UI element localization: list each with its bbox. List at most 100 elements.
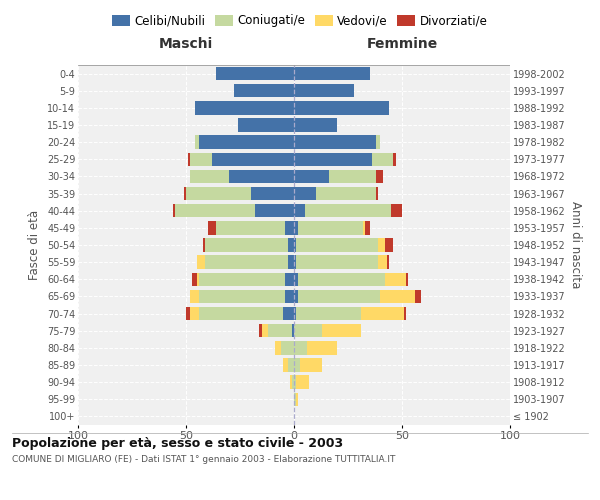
Bar	[294, 290, 298, 303]
Bar	[380, 290, 415, 303]
Bar	[186, 187, 251, 200]
Bar	[199, 136, 294, 149]
Bar	[208, 221, 216, 234]
Bar	[294, 84, 355, 98]
Bar	[190, 307, 199, 320]
Bar	[294, 221, 298, 234]
Bar	[203, 238, 205, 252]
Bar	[298, 221, 363, 234]
Bar	[290, 376, 292, 389]
Bar	[294, 238, 296, 252]
Bar	[294, 118, 337, 132]
Bar	[316, 187, 376, 200]
Bar	[190, 290, 199, 303]
Bar	[292, 324, 294, 338]
Bar	[268, 324, 292, 338]
Bar	[194, 136, 199, 149]
Bar	[294, 307, 296, 320]
Bar	[387, 256, 389, 269]
Bar	[294, 341, 307, 354]
Bar	[298, 290, 380, 303]
Bar	[294, 272, 298, 286]
Bar	[255, 204, 294, 218]
Bar	[406, 272, 409, 286]
Bar	[294, 187, 316, 200]
Bar	[286, 272, 294, 286]
Bar	[190, 170, 229, 183]
Bar	[294, 136, 376, 149]
Bar	[415, 290, 421, 303]
Bar	[294, 256, 296, 269]
Bar	[296, 307, 361, 320]
Bar	[296, 256, 378, 269]
Bar	[275, 341, 281, 354]
Bar	[205, 238, 287, 252]
Y-axis label: Fasce di età: Fasce di età	[28, 210, 41, 280]
Bar	[376, 187, 378, 200]
Bar	[301, 358, 322, 372]
Bar	[233, 84, 294, 98]
Bar	[365, 221, 370, 234]
Bar	[394, 152, 395, 166]
Bar	[287, 238, 294, 252]
Bar	[307, 341, 337, 354]
Bar	[296, 238, 378, 252]
Bar	[376, 136, 380, 149]
Bar	[361, 307, 404, 320]
Text: Popolazione per età, sesso e stato civile - 2003: Popolazione per età, sesso e stato civil…	[12, 438, 343, 450]
Bar	[385, 272, 406, 286]
Bar	[197, 256, 205, 269]
Bar	[372, 152, 394, 166]
Bar	[391, 204, 402, 218]
Bar	[378, 238, 385, 252]
Bar	[294, 376, 296, 389]
Bar	[259, 324, 262, 338]
Bar	[190, 152, 212, 166]
Bar	[322, 324, 361, 338]
Bar	[173, 204, 175, 218]
Y-axis label: Anni di nascita: Anni di nascita	[569, 202, 583, 288]
Bar	[286, 221, 294, 234]
Bar	[216, 67, 294, 80]
Bar	[305, 204, 391, 218]
Text: Femmine: Femmine	[367, 38, 437, 52]
Bar	[294, 101, 389, 114]
Bar	[281, 341, 294, 354]
Bar	[238, 118, 294, 132]
Bar	[296, 376, 309, 389]
Bar	[294, 170, 329, 183]
Bar	[329, 170, 376, 183]
Bar	[229, 170, 294, 183]
Bar	[378, 256, 387, 269]
Bar	[287, 256, 294, 269]
Bar	[286, 290, 294, 303]
Bar	[216, 221, 286, 234]
Bar	[251, 187, 294, 200]
Bar	[188, 152, 190, 166]
Bar	[294, 204, 305, 218]
Bar	[385, 238, 394, 252]
Bar	[194, 101, 294, 114]
Bar	[363, 221, 365, 234]
Bar	[199, 272, 286, 286]
Legend: Celibi/Nubili, Coniugati/e, Vedovi/e, Divorziati/e: Celibi/Nubili, Coniugati/e, Vedovi/e, Di…	[109, 11, 491, 31]
Bar	[294, 67, 370, 80]
Bar	[283, 358, 287, 372]
Bar	[376, 170, 383, 183]
Bar	[197, 272, 199, 286]
Bar	[294, 358, 301, 372]
Bar	[193, 272, 197, 286]
Bar	[186, 307, 190, 320]
Bar	[199, 290, 286, 303]
Bar	[294, 392, 296, 406]
Text: COMUNE DI MIGLIARO (FE) - Dati ISTAT 1° gennaio 2003 - Elaborazione TUTTITALIA.I: COMUNE DI MIGLIARO (FE) - Dati ISTAT 1° …	[12, 455, 395, 464]
Bar	[212, 152, 294, 166]
Bar	[294, 152, 372, 166]
Bar	[262, 324, 268, 338]
Bar	[292, 376, 294, 389]
Text: Maschi: Maschi	[159, 38, 213, 52]
Bar	[404, 307, 406, 320]
Bar	[283, 307, 294, 320]
Bar	[294, 324, 322, 338]
Bar	[175, 204, 255, 218]
